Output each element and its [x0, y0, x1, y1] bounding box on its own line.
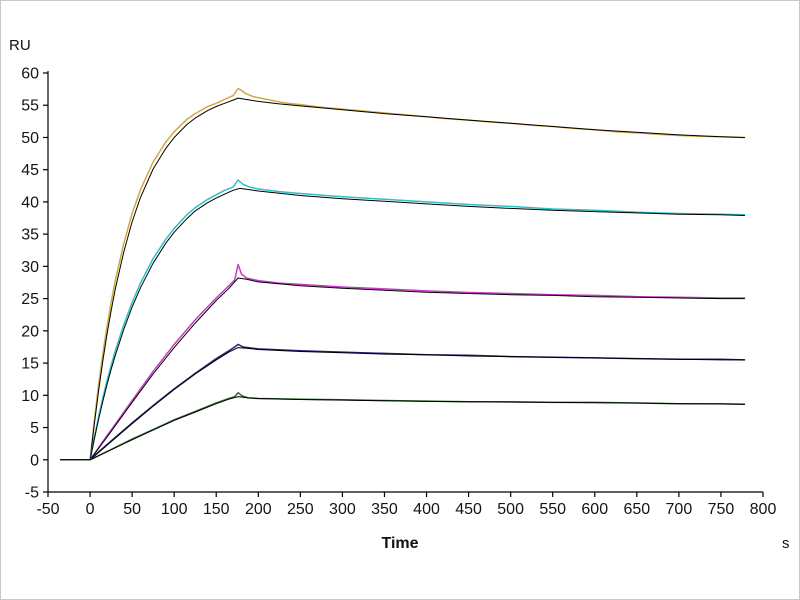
series-fit-2: [60, 187, 745, 461]
series-fit-1: [60, 97, 745, 461]
svg-text:0: 0: [30, 452, 39, 469]
series-fit-3: [60, 277, 745, 461]
svg-text:150: 150: [203, 501, 230, 518]
series-measured-2: [59, 179, 746, 461]
svg-text:30: 30: [21, 259, 39, 276]
svg-text:35: 35: [21, 227, 39, 244]
svg-text:55: 55: [21, 98, 39, 115]
svg-text:40: 40: [21, 194, 39, 211]
x-axis-unit-label: s: [782, 535, 790, 552]
svg-text:700: 700: [666, 501, 693, 518]
svg-text:200: 200: [245, 501, 272, 518]
svg-text:0: 0: [86, 501, 95, 518]
svg-text:650: 650: [623, 501, 650, 518]
svg-text:45: 45: [21, 162, 39, 179]
svg-text:450: 450: [455, 501, 482, 518]
series-fit-4: [60, 347, 745, 461]
svg-text:20: 20: [21, 323, 39, 340]
series-measured-1: [59, 87, 746, 461]
svg-text:50: 50: [123, 501, 141, 518]
x-axis-title: Time: [381, 535, 419, 552]
svg-text:-50: -50: [36, 501, 59, 518]
svg-text:60: 60: [21, 66, 39, 83]
series-fit-5: [60, 396, 745, 461]
y-axis-unit-label: RU: [9, 37, 31, 54]
svg-text:750: 750: [708, 501, 735, 518]
svg-text:500: 500: [497, 501, 524, 518]
svg-text:-5: -5: [25, 485, 39, 502]
svg-text:250: 250: [287, 501, 314, 518]
svg-text:400: 400: [413, 501, 440, 518]
svg-text:550: 550: [539, 501, 566, 518]
svg-text:600: 600: [581, 501, 608, 518]
svg-text:50: 50: [21, 130, 39, 147]
svg-text:5: 5: [30, 420, 39, 437]
svg-text:15: 15: [21, 356, 39, 373]
svg-text:25: 25: [21, 291, 39, 308]
svg-text:350: 350: [371, 501, 398, 518]
svg-text:10: 10: [21, 388, 39, 405]
svg-text:800: 800: [750, 501, 777, 518]
svg-text:300: 300: [329, 501, 356, 518]
series-measured-3: [59, 263, 746, 461]
svg-text:100: 100: [161, 501, 188, 518]
